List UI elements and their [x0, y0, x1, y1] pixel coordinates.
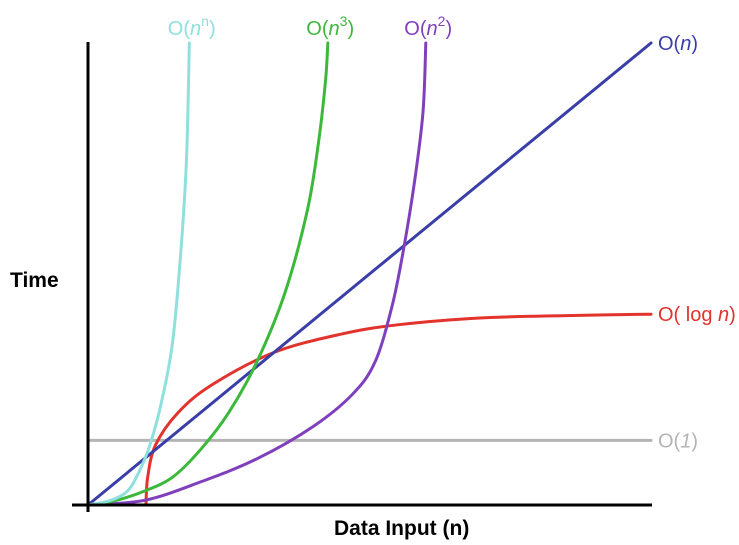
series-line-o-n-2	[86, 41, 428, 507]
labels-layer: O(nn) O(n3) O(n2) O(n) O( log n) O(1)	[168, 13, 736, 452]
series-label-o-n-2: O(n2)	[404, 13, 452, 40]
y-axis-title: Time	[10, 269, 59, 292]
x-axis-title: Data Input (n)	[334, 517, 469, 540]
series-label-o-n-3: O(n3)	[306, 13, 354, 40]
series-line-o-n-3	[86, 41, 330, 507]
curves-layer	[86, 41, 653, 507]
series-label-o-log-n: O( log n)	[658, 304, 736, 326]
series-line-o-n-n	[86, 41, 191, 507]
series-label-o-1: O(1)	[658, 430, 698, 452]
series-line-o-log-n	[144, 312, 653, 507]
series-label-o-n: O(n)	[658, 33, 698, 55]
series-label-o-n-n: O(nn)	[168, 13, 216, 40]
series-line-o-n	[86, 41, 653, 507]
